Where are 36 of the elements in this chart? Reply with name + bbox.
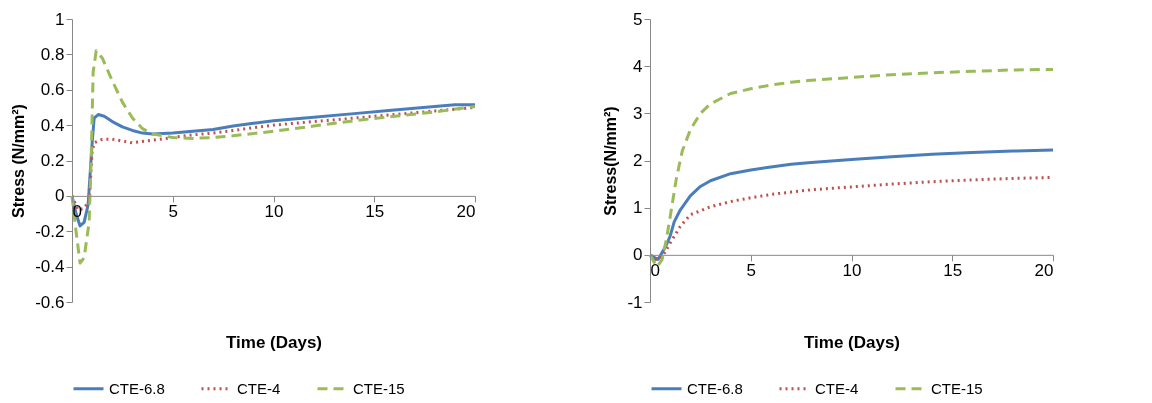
x-axis-title: Time (Days)	[225, 332, 323, 352]
y-tick-label: 0.2	[40, 151, 65, 170]
y-tick-label: 0.4	[40, 115, 65, 135]
legend-label: CTE-6.8	[687, 379, 743, 397]
x-tick-label: 10	[264, 202, 284, 222]
y-axis-title: Stress (N/mm²)	[10, 104, 28, 218]
legend-label: CTE-15	[931, 379, 983, 397]
x-tick-label: 10	[842, 261, 862, 281]
x-tick-label: 0	[650, 261, 660, 281]
y-tick-label: 3	[633, 103, 643, 123]
legend-label: CTE-4	[237, 379, 281, 397]
y-tick-label: 2	[633, 151, 643, 170]
legend-label: CTE-4	[815, 379, 859, 397]
y-tick-label: 5	[633, 9, 643, 29]
y-tick-label: 1	[55, 9, 65, 29]
x-tick-label: 20	[456, 202, 476, 222]
y-axis-title: Stress(N/mm²)	[602, 106, 620, 216]
x-tick-label: 5	[746, 261, 756, 281]
y-tick-label: -1	[627, 292, 643, 312]
y-tick-label: 0.8	[40, 44, 65, 64]
x-tick-label: 15	[943, 261, 963, 281]
y-tick-label: 4	[633, 56, 643, 76]
legend-label: CTE-15	[353, 379, 405, 397]
x-tick-label: 15	[365, 202, 385, 222]
y-tick-label: 0	[55, 186, 65, 206]
x-axis-title: Time (Days)	[803, 332, 901, 352]
line-series	[70, 49, 477, 265]
y-tick-label: 0	[633, 245, 643, 265]
x-tick-label: 20	[1034, 261, 1054, 281]
y-tick-label: 0.6	[40, 80, 65, 100]
legend-label: CTE-6.8	[109, 379, 165, 397]
y-tick-label: -0.6	[35, 292, 65, 312]
y-tick-label: -0.4	[35, 257, 65, 277]
x-tick-label: 5	[168, 202, 178, 222]
y-tick-label: 1	[633, 198, 643, 218]
y-tick-label: -0.2	[35, 221, 65, 241]
